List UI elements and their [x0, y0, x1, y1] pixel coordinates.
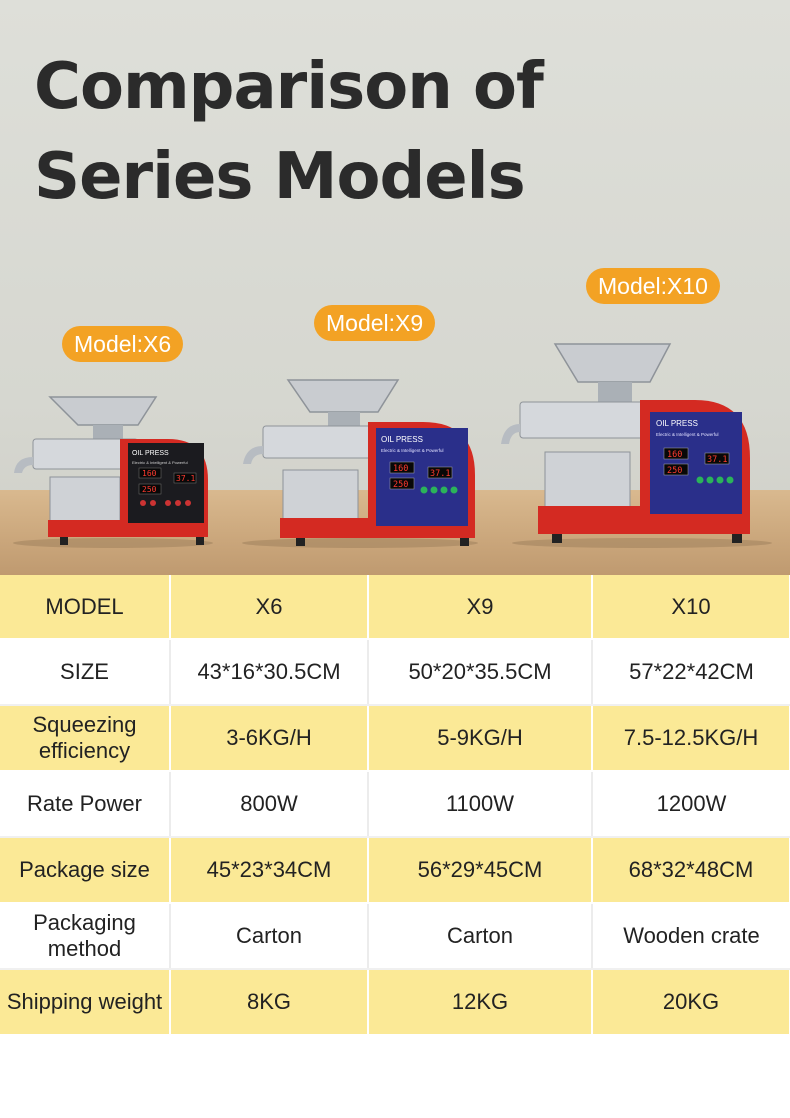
x6-display-right: 37.1	[176, 474, 195, 483]
page-title: Comparison of Series Models	[34, 42, 754, 222]
cell-size-x9: 50*20*35.5CM	[368, 639, 593, 706]
x6-panel-sub: Electric & Intelligent & Powerful	[132, 460, 188, 465]
cell-package-x6: 45*23*34CM	[170, 837, 369, 904]
row-label-package-size: Package size	[0, 837, 171, 904]
cell-power-x9: 1100W	[368, 771, 593, 838]
machine-x6-image: OIL PRESS Electric & Intelligent & Power…	[13, 396, 213, 548]
row-rate-power: Rate Power 800W 1100W 1200W	[0, 771, 790, 838]
cell-package-x9: 56*29*45CM	[368, 837, 593, 904]
cell-size-x10: 57*22*42CM	[592, 639, 790, 706]
x6-display-top: 160	[142, 469, 157, 478]
x6-display-bottom: 250	[142, 485, 157, 494]
title-line-2: Series Models	[34, 140, 526, 214]
row-label-size: SIZE	[0, 639, 171, 706]
cell-method-x10: Wooden crate	[592, 903, 790, 970]
row-package-size: Package size 45*23*34CM 56*29*45CM 68*32…	[0, 837, 790, 904]
machine-x9-image: OIL PRESS Electric & Intelligent & Power…	[242, 379, 478, 548]
cell-efficiency-x6: 3-6KG/H	[170, 705, 369, 772]
cell-model-x10: X10	[592, 575, 790, 640]
row-label-model: MODEL	[0, 575, 171, 640]
cell-size-x6: 43*16*30.5CM	[170, 639, 369, 706]
row-size: SIZE 43*16*30.5CM 50*20*35.5CM 57*22*42C…	[0, 639, 790, 706]
cell-power-x10: 1200W	[592, 771, 790, 838]
row-squeezing-efficiency: Squeezing efficiency 3-6KG/H 5-9KG/H 7.5…	[0, 705, 790, 772]
cell-weight-x9: 12KG	[368, 969, 593, 1036]
cell-model-x9: X9	[368, 575, 593, 640]
row-label-packaging-method: Packaging method	[0, 903, 171, 970]
row-packaging-method: Packaging method Carton Carton Wooden cr…	[0, 903, 790, 970]
model-tag-x6: Model:X6	[62, 326, 184, 362]
cell-efficiency-x10: 7.5-12.5KG/H	[592, 705, 790, 772]
cell-weight-x10: 20KG	[592, 969, 790, 1036]
model-tag-x9: Model:X9	[314, 305, 436, 341]
x9-display-right: 37.1	[430, 469, 450, 479]
cell-efficiency-x9: 5-9KG/H	[368, 705, 593, 772]
hero-banner: Comparison of Series Models Model:X6 Mod…	[0, 0, 790, 575]
x9-display-top: 160	[393, 464, 408, 474]
machine-x10-image: OIL PRESS Electric & Intelligent & Power…	[501, 343, 772, 548]
row-label-shipping-weight: Shipping weight	[0, 969, 171, 1036]
cell-package-x10: 68*32*48CM	[592, 837, 790, 904]
spec-comparison-table: MODEL X6 X9 X10 SIZE 43*16*30.5CM 50*20*…	[0, 575, 790, 1036]
row-label-rate-power: Rate Power	[0, 771, 171, 838]
x9-panel-sub: Electric & Intelligent & Powerful	[381, 448, 444, 453]
row-shipping-weight: Shipping weight 8KG 12KG 20KG	[0, 969, 790, 1036]
cell-model-x6: X6	[170, 575, 369, 640]
x10-panel-sub: Electric & Intelligent & Powerful	[656, 432, 719, 437]
x10-panel-label: OIL PRESS	[656, 419, 698, 428]
row-model: MODEL X6 X9 X10	[0, 575, 790, 640]
x9-display-bottom: 250	[393, 480, 408, 490]
x10-display-right: 37.1	[707, 455, 727, 465]
cell-method-x9: Carton	[368, 903, 593, 970]
x6-panel-label: OIL PRESS	[132, 450, 169, 457]
title-line-1: Comparison of	[34, 50, 544, 124]
x10-display-top: 160	[667, 450, 682, 460]
row-label-squeezing-efficiency: Squeezing efficiency	[0, 705, 171, 772]
cell-power-x6: 800W	[170, 771, 369, 838]
cell-weight-x6: 8KG	[170, 969, 369, 1036]
model-tag-x10: Model:X10	[586, 268, 720, 304]
x9-panel-label: OIL PRESS	[381, 435, 423, 444]
cell-method-x6: Carton	[170, 903, 369, 970]
x10-display-bottom: 250	[667, 466, 682, 476]
